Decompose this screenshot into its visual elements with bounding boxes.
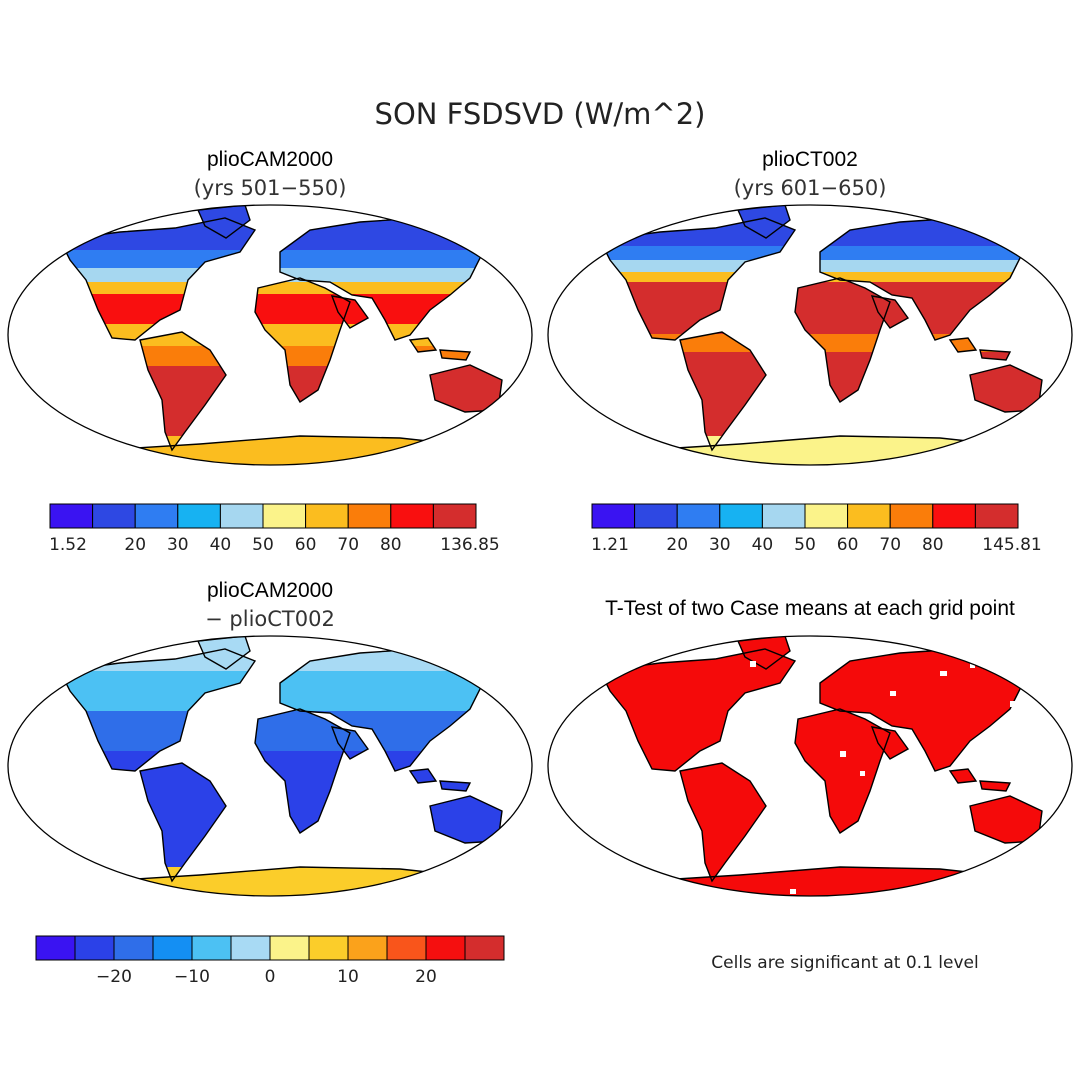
colorbar-swatch	[134, 503, 179, 529]
colorbar-tick-label: 40	[752, 535, 774, 555]
colorbar-swatch	[347, 503, 392, 529]
map-field	[0, 205, 540, 465]
colorbar-swatch	[230, 935, 271, 961]
colorbar-swatch	[305, 503, 349, 529]
colorbar-swatch	[191, 935, 232, 961]
colorbar-tick-label: 20	[666, 535, 688, 555]
colorbar-tick-label: 20	[124, 535, 146, 555]
map-boundary	[7, 204, 533, 466]
colorbar-swatch	[113, 935, 154, 961]
colorbar-tick-label: 60	[295, 535, 317, 555]
colorbar-swatch	[152, 935, 193, 961]
map-boundary	[547, 204, 1073, 466]
colorbar-tick-label: 80	[380, 535, 402, 555]
colorbar-swatch	[347, 935, 388, 961]
colorbar-swatch	[932, 503, 976, 529]
colorbar-tick-label: 20	[415, 967, 437, 987]
figure-title: SON FSDSVD (W/m^2)	[375, 97, 706, 131]
colorbar-tick-label: −20	[96, 967, 132, 987]
colorbar-swatch	[676, 503, 721, 529]
colorbar-tick-label: 10	[337, 967, 359, 987]
colorbar-swatch	[386, 935, 427, 961]
colorbar-swatch	[591, 503, 636, 529]
colorbar-tick-label: 50	[794, 535, 816, 555]
colorbar-swatch	[761, 503, 806, 529]
colorbar-swatch	[464, 935, 505, 961]
significance-note: Cells are significant at 0.1 level	[711, 953, 978, 973]
panel-title: plioCAM2000	[207, 148, 333, 171]
colorbar-swatch	[49, 503, 94, 529]
colorbar-swatch	[847, 503, 891, 529]
significant-cells	[600, 636, 1042, 896]
colorbar-swatch	[269, 935, 310, 961]
colorbar-swatch	[425, 935, 466, 961]
colorbar: 1.52 20 30 40 50 60 70 80 136.85	[49, 503, 500, 555]
colorbar-swatch	[432, 503, 477, 529]
colorbar-tick-label: 145.81	[982, 535, 1041, 555]
panel-difference: plioCAM2000 − plioCT002 −20 −10 0 10 20	[7, 579, 533, 987]
colorbar-tick-label: 70	[879, 535, 901, 555]
colorbar-tick-label: 1.21	[591, 535, 629, 555]
colorbar-swatch	[92, 503, 136, 529]
colorbar-tick-label: 40	[210, 535, 232, 555]
panel-title: plioCT002	[762, 148, 858, 171]
map-boundary	[547, 635, 1073, 897]
colorbar-tick-label: 136.85	[440, 535, 499, 555]
colorbar-swatch	[262, 503, 307, 529]
colorbar-tick-label: 0	[265, 967, 276, 987]
colorbar-tick-label: 60	[837, 535, 859, 555]
colorbar-swatch	[74, 935, 115, 961]
panel-ttest: T-Test of two Case means at each grid po…	[547, 597, 1073, 973]
colorbar-swatch	[35, 935, 76, 961]
panel-subtitle: − plioCT002	[205, 607, 335, 631]
colorbar-tick-label: 50	[252, 535, 274, 555]
colorbar-swatch	[177, 503, 221, 529]
colorbar: −20 −10 0 10 20	[35, 935, 505, 987]
panel-subtitle: (yrs 601−650)	[734, 176, 887, 200]
colorbar-swatch	[219, 503, 264, 529]
colorbar-tick-label: 80	[922, 535, 944, 555]
colorbar-swatch	[390, 503, 434, 529]
colorbar-tick-label: 1.52	[49, 535, 87, 555]
panel-title: T-Test of two Case means at each grid po…	[605, 597, 1015, 620]
colorbar: 1.21 20 30 40 50 60 70 80 145.81	[591, 503, 1042, 555]
colorbar-tick-label: 30	[167, 535, 189, 555]
colorbar-swatch	[804, 503, 849, 529]
colorbar-tick-label: 70	[337, 535, 359, 555]
map-field	[548, 205, 1072, 465]
panel-subtitle: (yrs 501−550)	[194, 176, 347, 200]
panel-plioCT002: plioCT002 (yrs 601−650) 1.21 20 30 40 50 60 70…	[547, 148, 1073, 555]
colorbar-swatch	[974, 503, 1019, 529]
colorbar-swatch	[634, 503, 678, 529]
panel-plioCAM2000: plioCAM2000 (yrs 501−550) 1.52 20 30 40 50 60…	[0, 148, 540, 555]
colorbar-swatch	[889, 503, 934, 529]
colorbar-tick-label: 30	[709, 535, 731, 555]
map-field	[8, 636, 532, 896]
colorbar-swatch	[719, 503, 763, 529]
significance-map	[599, 636, 1043, 896]
panel-title: plioCAM2000	[207, 579, 333, 602]
colorbar-swatch	[308, 935, 349, 961]
map-boundary	[7, 635, 533, 897]
colorbar-tick-label: −10	[174, 967, 210, 987]
